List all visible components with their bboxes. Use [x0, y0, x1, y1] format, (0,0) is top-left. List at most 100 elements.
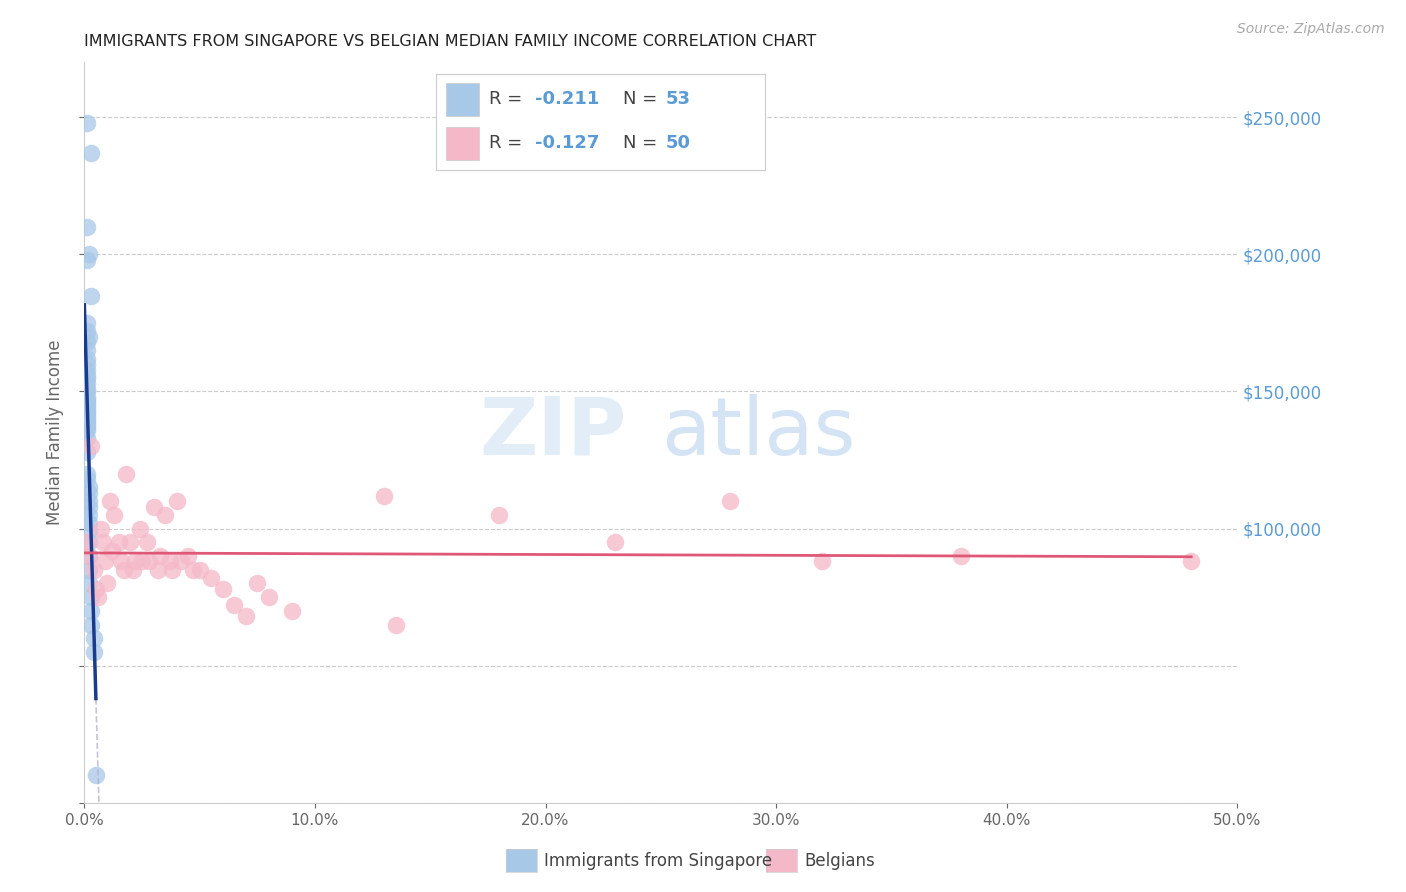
Point — [94, 554, 117, 568]
Point — [146, 563, 169, 577]
Point — [96, 576, 118, 591]
Point — [188, 563, 211, 577]
Point — [76, 376, 98, 391]
Point — [112, 563, 135, 577]
Point — [77, 524, 100, 539]
Point — [76, 219, 98, 234]
Point — [76, 412, 98, 426]
Point — [103, 508, 125, 522]
Point — [76, 368, 98, 382]
Point — [77, 516, 100, 530]
Y-axis label: Median Family Income: Median Family Income — [45, 340, 63, 525]
Point — [77, 247, 100, 261]
Point — [718, 494, 741, 508]
Point — [89, 522, 111, 536]
Point — [76, 423, 98, 437]
Point — [77, 576, 100, 591]
Point — [76, 420, 98, 434]
Point — [80, 590, 103, 604]
Point — [76, 467, 98, 481]
Point — [200, 571, 222, 585]
Point — [76, 406, 98, 420]
Point — [76, 472, 98, 486]
Point — [373, 489, 395, 503]
Point — [84, 768, 107, 782]
Point — [87, 590, 110, 604]
Point — [91, 535, 114, 549]
Point — [80, 617, 103, 632]
Point — [77, 508, 100, 522]
Point — [80, 439, 103, 453]
Point — [77, 329, 100, 343]
Text: atlas: atlas — [661, 393, 855, 472]
Point — [142, 500, 165, 514]
Point — [77, 549, 100, 563]
Point — [120, 535, 142, 549]
Point — [77, 535, 100, 549]
Point — [76, 409, 98, 424]
Point — [1180, 554, 1202, 568]
Point — [108, 535, 131, 549]
Point — [76, 343, 98, 358]
Point — [76, 392, 98, 407]
Point — [77, 563, 100, 577]
Point — [76, 382, 98, 396]
Point — [83, 645, 105, 659]
Point — [128, 522, 150, 536]
Point — [177, 549, 200, 563]
Point — [76, 351, 98, 366]
Point — [76, 357, 98, 371]
Point — [76, 371, 98, 385]
Point — [160, 563, 183, 577]
Point — [76, 535, 98, 549]
Point — [166, 494, 188, 508]
Point — [235, 609, 257, 624]
Point — [181, 563, 204, 577]
Point — [84, 582, 107, 596]
Point — [603, 535, 626, 549]
Point — [76, 403, 98, 417]
Point — [76, 398, 98, 412]
Point — [76, 417, 98, 432]
Point — [949, 549, 972, 563]
Point — [257, 590, 280, 604]
Point — [77, 549, 100, 563]
Point — [384, 617, 406, 632]
Point — [159, 554, 181, 568]
Point — [76, 401, 98, 415]
Point — [170, 554, 193, 568]
Point — [149, 549, 172, 563]
Point — [138, 554, 160, 568]
Point — [488, 508, 510, 522]
Point — [211, 582, 233, 596]
Point — [77, 480, 100, 494]
Point — [76, 415, 98, 429]
Point — [121, 563, 143, 577]
Point — [131, 554, 153, 568]
Point — [98, 494, 121, 508]
Point — [76, 252, 98, 267]
Point — [224, 599, 246, 613]
Point — [80, 288, 103, 302]
Point — [76, 445, 98, 459]
Point — [246, 576, 269, 591]
Point — [80, 145, 103, 160]
Point — [76, 431, 98, 445]
Point — [76, 384, 98, 399]
Point — [76, 362, 98, 376]
Point — [281, 604, 304, 618]
Text: Belgians: Belgians — [804, 852, 875, 870]
Point — [153, 508, 176, 522]
Point — [77, 494, 100, 508]
Point — [76, 116, 98, 130]
Point — [80, 604, 103, 618]
Point — [83, 563, 105, 577]
Point — [76, 335, 98, 350]
Point — [77, 500, 100, 514]
Point — [83, 632, 105, 646]
Text: Source: ZipAtlas.com: Source: ZipAtlas.com — [1237, 22, 1385, 37]
Text: Immigrants from Singapore: Immigrants from Singapore — [544, 852, 772, 870]
Point — [76, 395, 98, 409]
Point — [115, 467, 138, 481]
Point — [77, 486, 100, 500]
